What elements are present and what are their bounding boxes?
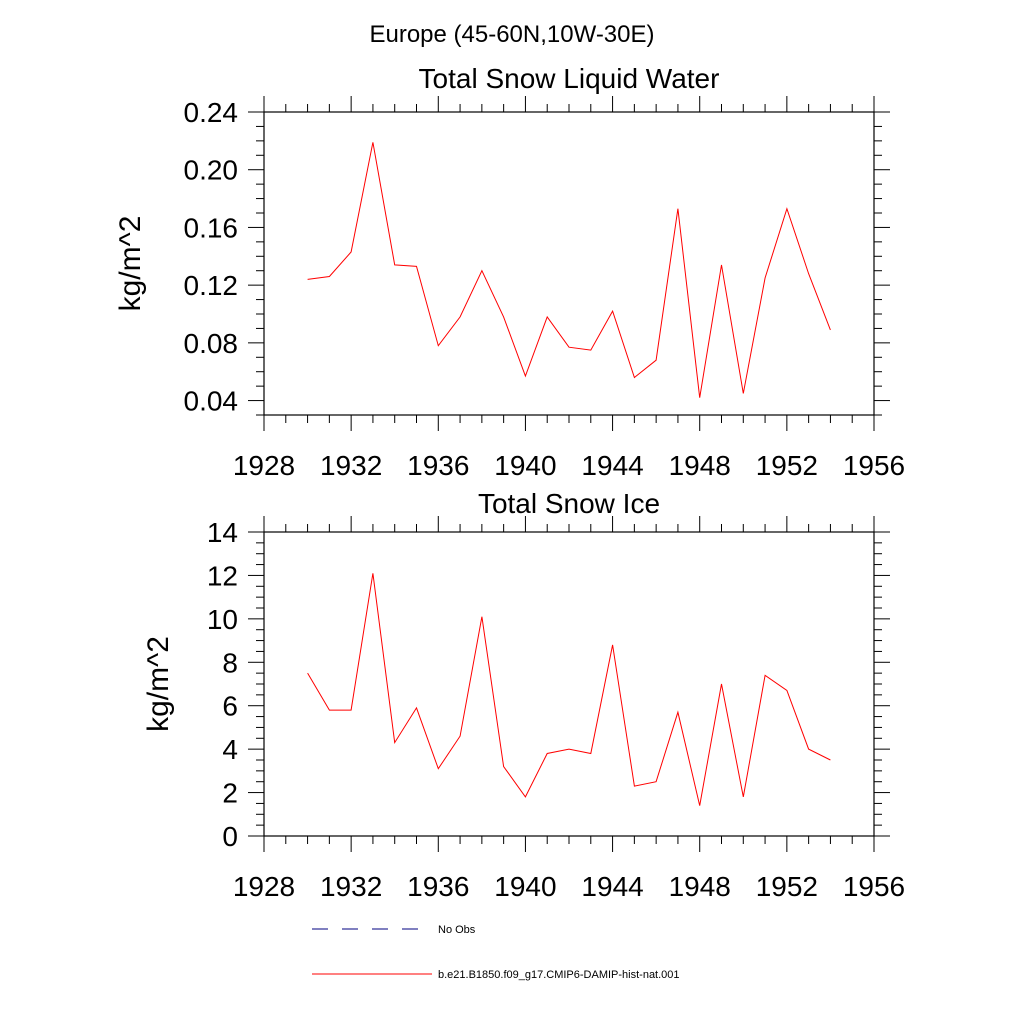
y-tick-label: 14 bbox=[207, 517, 238, 548]
x-tick-label: 1928 bbox=[233, 450, 295, 481]
x-tick-label: 1948 bbox=[669, 450, 731, 481]
x-tick-label: 1932 bbox=[320, 871, 382, 902]
panel-1: Total Snow Liquid Water kg/m^2 1928 1932 193… bbox=[114, 63, 905, 481]
x-tick-label: 1956 bbox=[843, 871, 905, 902]
y-tick-label: 10 bbox=[207, 604, 238, 635]
legend-item: No Obs bbox=[312, 924, 476, 936]
y-axis-label: kg/m^2 bbox=[142, 636, 175, 732]
panel-title: Total Snow Ice bbox=[478, 488, 660, 519]
y-tick-label: 0 bbox=[222, 821, 238, 852]
y-tick-label: 0.08 bbox=[184, 328, 239, 359]
y-tick-label: 0.16 bbox=[184, 212, 239, 243]
x-tick-label: 1928 bbox=[233, 871, 295, 902]
legend-label: No Obs bbox=[438, 924, 476, 936]
y-tick-label: 0.12 bbox=[184, 270, 239, 301]
panel-title: Total Snow Liquid Water bbox=[419, 63, 720, 94]
x-tick-label: 1952 bbox=[756, 450, 818, 481]
y-tick-label: 0.04 bbox=[184, 386, 239, 417]
x-tick-label: 1940 bbox=[494, 871, 556, 902]
panel-2: Total Snow Ice kg/m^2 1928 1932 1936 1940 1944… bbox=[142, 488, 905, 902]
series-line bbox=[307, 142, 831, 398]
x-tick-label: 1956 bbox=[843, 450, 905, 481]
x-tick-label: 1944 bbox=[581, 871, 643, 902]
y-tick-label: 6 bbox=[222, 691, 238, 722]
y-tick-label: 12 bbox=[207, 560, 238, 591]
x-tick-label: 1944 bbox=[581, 450, 643, 481]
plot-frame bbox=[263, 111, 875, 416]
legend: No Obs b.e21.B1850.f09_g17.CMIP6-DAMIP-hi… bbox=[312, 924, 680, 981]
y-tick-label: 8 bbox=[222, 647, 238, 678]
x-tick-label: 1952 bbox=[756, 871, 818, 902]
x-tick-label: 1940 bbox=[494, 450, 556, 481]
x-tick-label: 1936 bbox=[407, 871, 469, 902]
y-tick-label: 4 bbox=[222, 734, 238, 765]
x-tick-label: 1932 bbox=[320, 450, 382, 481]
y-tick-label: 2 bbox=[222, 778, 238, 809]
legend-item: b.e21.B1850.f09_g17.CMIP6-DAMIP-hist-nat… bbox=[312, 969, 680, 981]
figure-title: Europe (45-60N,10W-30E) bbox=[369, 21, 654, 48]
x-tick-label: 1948 bbox=[669, 871, 731, 902]
y-tick-label: 0.20 bbox=[184, 155, 239, 186]
y-tick-label: 0.24 bbox=[184, 97, 239, 128]
series-line bbox=[307, 573, 831, 806]
x-tick-label: 1936 bbox=[407, 450, 469, 481]
legend-label: b.e21.B1850.f09_g17.CMIP6-DAMIP-hist-nat… bbox=[438, 969, 680, 981]
y-axis-label: kg/m^2 bbox=[114, 216, 147, 312]
